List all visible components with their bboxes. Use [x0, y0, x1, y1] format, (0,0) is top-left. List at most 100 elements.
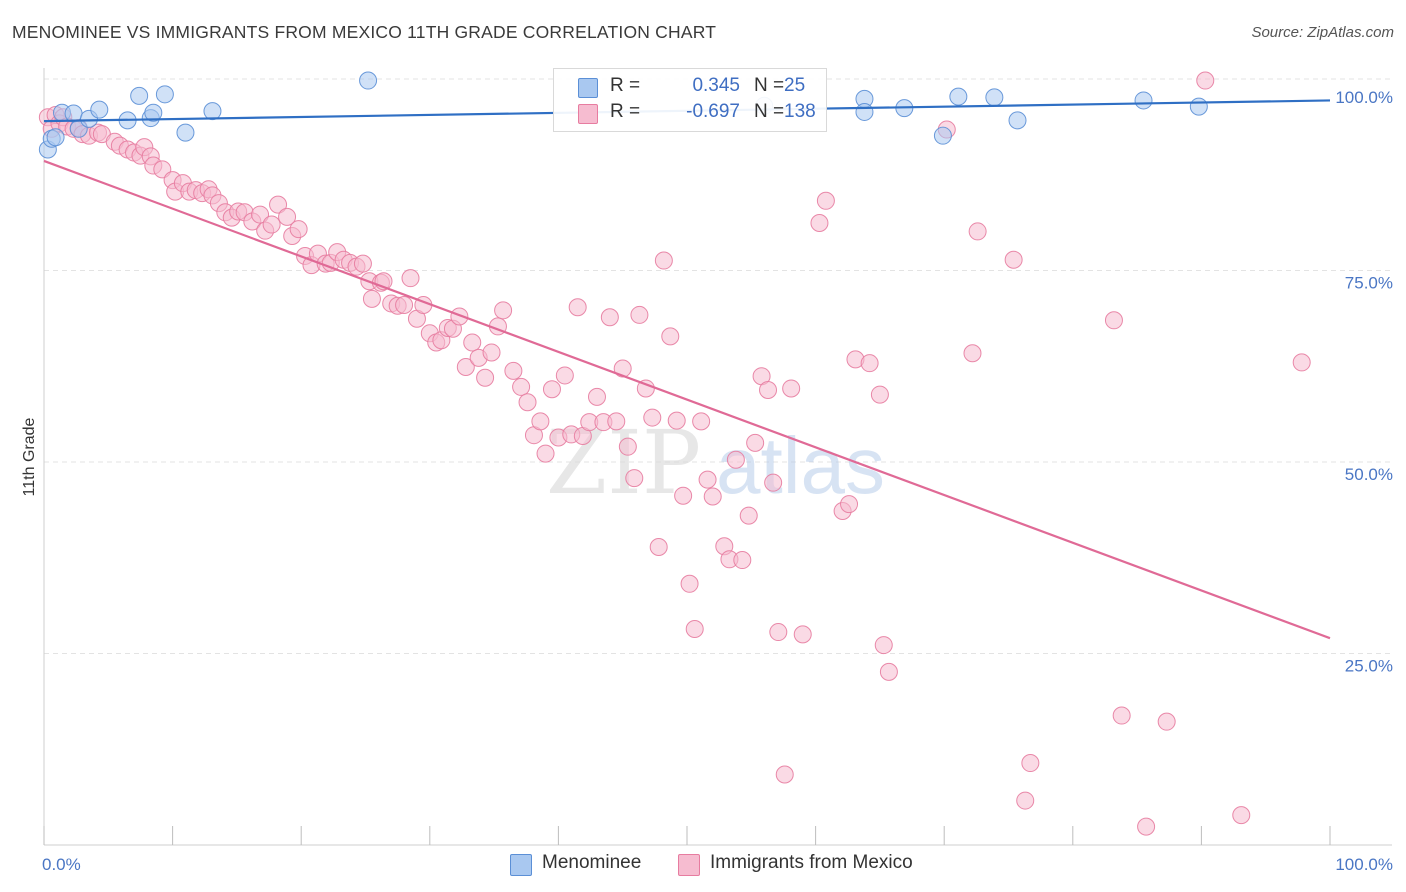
- mexico-point: [630, 305, 649, 324]
- mexico-point: [769, 623, 788, 642]
- menominee-point: [144, 103, 163, 122]
- mexico-point: [680, 574, 699, 593]
- mexico-point: [600, 308, 619, 327]
- mexico-point: [625, 469, 644, 488]
- mexico-point: [860, 354, 879, 373]
- mexico-point: [531, 412, 550, 431]
- mexico-point: [613, 359, 632, 378]
- mexico-point: [746, 433, 765, 452]
- bottom-mexico-swatch: [678, 854, 700, 876]
- mexico-point: [685, 619, 704, 638]
- mexico-point: [494, 301, 513, 320]
- watermark-atlas: atlas: [716, 421, 885, 510]
- axes: [43, 68, 1392, 846]
- menominee-point: [1134, 91, 1153, 110]
- trend-lines: [43, 99, 1331, 640]
- mexico-point: [703, 487, 722, 506]
- mexico-point: [1196, 71, 1215, 90]
- menominee-point: [949, 87, 968, 106]
- mexico-point: [362, 289, 381, 308]
- mexico-point: [518, 393, 537, 412]
- mexico-r-value: -0.697: [686, 101, 740, 122]
- mexico-point: [654, 251, 673, 270]
- mexico-point: [643, 408, 662, 427]
- mexico-point: [1004, 250, 1023, 269]
- mexico-trend-line: [43, 159, 1331, 640]
- mexico-point: [512, 377, 531, 396]
- mexico-point: [262, 215, 281, 234]
- mexico-point: [395, 295, 414, 314]
- y-tick-label: 25.0%: [1345, 657, 1393, 676]
- correlation-legend: R = 0.345 N = 25 R = -0.697 N = 138: [553, 68, 827, 132]
- y-tick-label: 50.0%: [1345, 465, 1393, 484]
- menominee-point: [90, 100, 109, 119]
- menominee-point: [130, 86, 149, 105]
- mexico-point: [726, 450, 745, 469]
- mexico-n-label: N =: [754, 101, 785, 122]
- mexico-point: [1104, 311, 1123, 330]
- menominee-point: [203, 102, 222, 121]
- x-tick-label-right: 100.0%: [1335, 855, 1393, 874]
- mexico-point: [793, 625, 812, 644]
- mexico-r-label: R =: [610, 101, 641, 122]
- mexico-point: [816, 191, 835, 210]
- mexico-point: [278, 207, 297, 226]
- menominee-point: [64, 104, 83, 123]
- tick-labels: 100.0% 75.0% 50.0% 25.0% 0.0% 100.0%: [42, 88, 1393, 874]
- mexico-point: [759, 380, 778, 399]
- menominee-point: [359, 71, 378, 90]
- mexico-point: [555, 366, 574, 385]
- mexico-point: [692, 412, 711, 431]
- mexico-point: [810, 214, 829, 233]
- mexico-point: [401, 269, 420, 288]
- mexico-point: [870, 385, 889, 404]
- mexico-point: [353, 254, 372, 273]
- mexico-point: [667, 411, 686, 430]
- mexico-point: [764, 473, 783, 492]
- mexico-point: [456, 358, 475, 377]
- mexico-point: [879, 662, 898, 681]
- x-tick-label-left: 0.0%: [42, 855, 81, 874]
- mexico-point: [963, 344, 982, 363]
- mexico-point: [775, 765, 794, 784]
- mexico-point: [251, 205, 270, 224]
- mexico-point: [482, 343, 501, 362]
- mexico-point: [874, 636, 893, 655]
- menominee-point: [1189, 97, 1208, 116]
- mexico-point: [968, 222, 987, 241]
- mexico-point: [504, 361, 523, 380]
- mexico-swatch: [578, 104, 598, 124]
- menominee-point: [1008, 111, 1027, 130]
- mexico-point: [1021, 754, 1040, 773]
- mexico-point: [649, 538, 668, 557]
- chart-title: MENOMINEE VS IMMIGRANTS FROM MEXICO 11TH…: [12, 22, 717, 42]
- mexico-point: [1137, 817, 1156, 836]
- mexico-point: [450, 307, 469, 326]
- menominee-r-label: R =: [610, 75, 641, 96]
- menominee-point: [985, 88, 1004, 107]
- y-tick-label: 75.0%: [1345, 274, 1393, 293]
- mexico-point: [661, 327, 680, 346]
- mexico-point: [463, 333, 482, 352]
- menominee-point: [176, 123, 195, 142]
- menominee-n-value: 25: [784, 75, 806, 96]
- mexico-point: [698, 470, 717, 489]
- mexico-point: [739, 506, 758, 525]
- y-tick-label: 100.0%: [1335, 88, 1393, 107]
- bottom-mexico-label: Immigrants from Mexico: [710, 852, 913, 873]
- menominee-r-value: 0.345: [692, 75, 740, 96]
- mexico-point: [289, 220, 308, 239]
- mexico-point: [1157, 712, 1176, 731]
- bottom-menominee-swatch: [510, 854, 532, 876]
- mexico-point: [1112, 706, 1131, 725]
- mexico-point: [607, 412, 626, 431]
- mexico-point: [1292, 353, 1311, 372]
- mexico-point: [587, 387, 606, 406]
- menominee-swatch: [578, 78, 598, 98]
- mexico-point: [269, 195, 288, 214]
- gridlines: [44, 78, 1392, 654]
- mexico-point: [674, 486, 693, 505]
- mexico-point: [1232, 806, 1251, 825]
- bottom-menominee-label: Menominee: [542, 852, 642, 873]
